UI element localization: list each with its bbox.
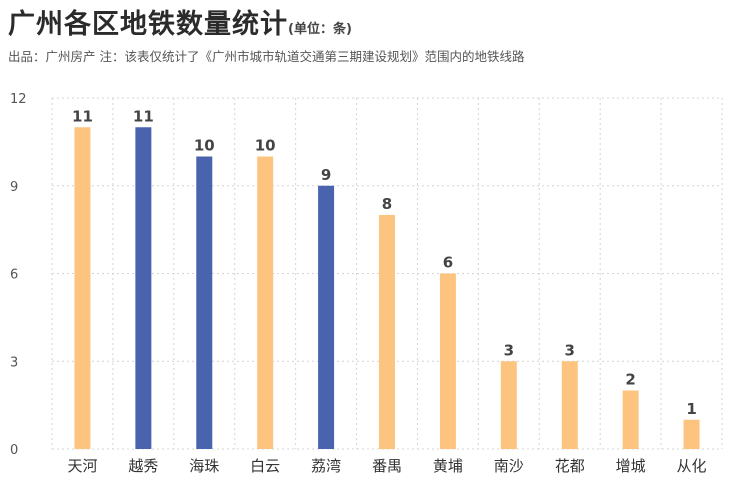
bar: [318, 185, 335, 449]
bar: [561, 361, 578, 449]
data-label: 9: [321, 166, 331, 184]
bar: [500, 361, 517, 449]
bar: [135, 127, 152, 449]
bar: [74, 127, 91, 449]
x-tick-label: 增城: [616, 457, 646, 475]
y-tick-label: 12: [10, 92, 27, 107]
data-label: 11: [133, 107, 154, 125]
bar: [622, 390, 639, 449]
x-tick-label: 白云: [250, 457, 280, 475]
y-tick-label: 6: [10, 268, 18, 283]
bar: [379, 215, 395, 449]
title-row: 广州各区地铁数量统计(单位：条): [8, 2, 352, 41]
x-tick-label: 从化: [677, 457, 707, 475]
data-label: 3: [565, 341, 575, 359]
x-tick-label: 越秀: [128, 457, 158, 475]
x-tick-label: 荔湾: [311, 457, 341, 475]
data-label: 10: [255, 137, 276, 155]
bar: [683, 419, 700, 449]
x-tick-label: 黄埔: [433, 457, 463, 475]
y-tick-label: 0: [10, 443, 18, 458]
chart-title: 广州各区地铁数量统计: [8, 9, 288, 40]
chart-subtitle: 出品：广州房产 注：该表仅统计了《广州市城市轨道交通第三期建设规划》范围内的地铁…: [8, 49, 525, 64]
x-tick-label: 天河: [67, 457, 97, 475]
bar: [196, 156, 213, 449]
data-label: 11: [72, 107, 93, 125]
chart-unit: (单位：条): [288, 22, 352, 37]
y-tick-label: 9: [10, 180, 18, 195]
x-tick-label: 番禺: [372, 457, 402, 475]
data-label: 2: [625, 371, 635, 389]
x-tick-label: 海珠: [189, 457, 219, 475]
x-tick-label: 花都: [555, 457, 585, 475]
bar: [257, 156, 274, 449]
data-label: 6: [443, 254, 453, 272]
y-tick-label: 3: [10, 355, 18, 370]
bar: [439, 273, 456, 449]
data-label: 8: [382, 195, 392, 213]
x-tick-label: 南沙: [494, 457, 524, 475]
data-label: 1: [686, 400, 696, 418]
data-label: 3: [504, 341, 514, 359]
data-label: 10: [194, 137, 215, 155]
